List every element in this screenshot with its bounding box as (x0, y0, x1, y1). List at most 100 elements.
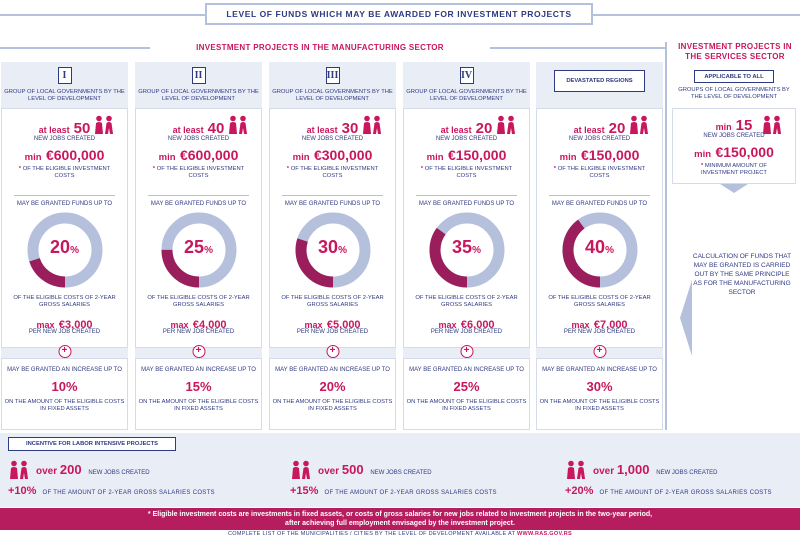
devastated-regions-badge: DEVASTATED REGIONS (554, 70, 645, 92)
card-divider (14, 195, 115, 196)
people-icon (95, 115, 113, 134)
investment-note: * OF THE ELIGIBLE INVESTMENT COSTS (18, 166, 111, 180)
labor-percent: +10% (8, 485, 37, 497)
increase-value: 20% (319, 379, 346, 394)
labor-percent-label: OF THE AMOUNT OF 2-YEAR GROSS SALARIES C… (324, 490, 497, 496)
manufacturing-heading-line-right (490, 47, 665, 49)
services-group-label: GROUPS OF LOCAL GOVERNMENTS BY THE LEVEL… (678, 87, 790, 100)
labor-incentive-item: over 500 NEW JOBS CREATED +15% OF THE AM… (290, 458, 520, 502)
column-group-3: III GROUP OF LOCAL GOVERNMENTS BY THE LE… (269, 62, 396, 430)
min-amount: €600,000 (179, 147, 239, 163)
people-icon (229, 115, 247, 134)
note-text: OF THE ELIGIBLE INVESTMENT COSTS (290, 166, 379, 179)
services-min-prefix: min (694, 149, 712, 160)
manufacturing-heading: INVESTMENT PROJECTS IN THE MANUFACTURING… (196, 43, 444, 52)
labor-jobs-label: NEW JOBS CREATED (370, 470, 432, 476)
people-icon (363, 115, 381, 134)
services-min-label: min (715, 122, 732, 132)
services-min-amount-row: min €150,000 (673, 144, 795, 162)
at-least-label: at least (306, 125, 338, 135)
jobs-row: at least 20 (537, 120, 662, 137)
increase-note: ON THE AMOUNT OF THE ELIGIBLE COSTS IN F… (406, 399, 527, 412)
min-amount-row: min €600,000 (136, 147, 261, 165)
percentage-donut (295, 212, 370, 288)
group-badge: IV (459, 67, 474, 84)
max-amount-row: max €3,000 (2, 315, 127, 333)
percentage-number: 40 (585, 237, 606, 257)
column-group-5: DEVASTATED REGIONS at least 20 NEW JOBS … (536, 62, 663, 430)
increase-card: MAY BE GRANTED AN INCREASE UP TO 20% ON … (269, 358, 396, 430)
jobs-count: 40 (207, 120, 225, 137)
percentage-sign: % (204, 245, 213, 256)
ras-website-link[interactable]: WWW.RAS.GOV.RS (516, 531, 572, 537)
labor-percent-row: +20% OF THE AMOUNT OF 2-YEAR GROSS SALAR… (565, 485, 772, 497)
percentage-number: 30 (318, 237, 339, 257)
percentage-sign: % (472, 245, 481, 256)
increase-label: MAY BE GRANTED AN INCREASE UP TO (542, 367, 657, 373)
plus-icon: + (460, 345, 473, 358)
services-card: min 15 NEW JOBS CREATED min €150,000 * M… (672, 108, 796, 184)
labor-incentive-item: over 200 NEW JOBS CREATED +10% OF THE AM… (8, 458, 238, 502)
manufacturing-heading-line-left (0, 47, 150, 49)
max-amount-row: max €4,000 (136, 315, 261, 333)
footer-line-1: * Eligible investment costs are investme… (0, 510, 800, 519)
note-star: * (420, 166, 424, 172)
note-text: OF THE ELIGIBLE INVESTMENT COSTS (156, 166, 245, 179)
min-amount-row: min €600,000 (2, 147, 127, 165)
group-label: GROUP OF LOCAL GOVERNMENTS BY THE LEVEL … (138, 89, 259, 102)
column-group-1: I GROUP OF LOCAL GOVERNMENTS BY THE LEVE… (1, 62, 128, 430)
min-amount: €600,000 (45, 147, 105, 163)
percentage-donut (562, 212, 637, 288)
increase-card: MAY BE GRANTED AN INCREASE UP TO 10% ON … (1, 358, 128, 430)
increase-label: MAY BE GRANTED AN INCREASE UP TO (141, 367, 256, 373)
labor-over-row: over 1,000 NEW JOBS CREATED (593, 462, 717, 477)
services-jobs-label: NEW JOBS CREATED (703, 133, 765, 139)
labor-job-count: 500 (341, 462, 364, 477)
jobs-label: NEW JOBS CREATED (435, 136, 498, 142)
increase-card: MAY BE GRANTED AN INCREASE UP TO 15% ON … (135, 358, 262, 430)
percentage-sign: % (605, 245, 614, 256)
plus-icon: + (58, 345, 71, 358)
increase-card: MAY BE GRANTED AN INCREASE UP TO 30% ON … (536, 358, 663, 430)
plus-icon: + (326, 345, 339, 358)
donut-hole (306, 224, 359, 276)
group-badge: I (57, 67, 72, 84)
increase-value: 30% (586, 379, 613, 394)
min-amount-row: min €300,000 (270, 147, 395, 165)
per-job-label: PER NEW JOB CREATED (28, 329, 101, 335)
page-title: LEVEL OF FUNDS WHICH MAY BE AWARDED FOR … (205, 3, 593, 25)
labor-jobs-label: NEW JOBS CREATED (656, 470, 718, 476)
max-prefix: max (438, 320, 457, 330)
donut-hole (38, 224, 91, 276)
investment-note: * OF THE ELIGIBLE INVESTMENT COSTS (286, 166, 379, 180)
per-job-label: PER NEW JOB CREATED (296, 329, 369, 335)
arrow-left-icon (680, 280, 692, 356)
jobs-row: at least 50 (2, 120, 127, 137)
services-jobs-row: min 15 (673, 117, 795, 134)
footer-bar: * Eligible investment costs are investme… (0, 508, 800, 530)
footer-note: COMPLETE LIST OF THE MUNICIPALITIES / CI… (0, 531, 800, 537)
plus-icon: + (192, 345, 205, 358)
increase-note: ON THE AMOUNT OF THE ELIGIBLE COSTS IN F… (272, 399, 393, 412)
jobs-row: at least 40 (136, 120, 261, 137)
per-job-label: PER NEW JOB CREATED (563, 329, 636, 335)
footer-text-1: Eligible investment costs are investment… (152, 511, 653, 518)
eligible-costs-label: OF THE ELIGIBLE COSTS OF 2-YEAR GROSS SA… (147, 295, 250, 308)
percentage-number: 25 (184, 237, 205, 257)
increase-note: ON THE AMOUNT OF THE ELIGIBLE COSTS IN F… (4, 399, 125, 412)
percentage-donut (161, 212, 236, 288)
min-amount-row: min €150,000 (404, 147, 529, 165)
percentage-sign: % (70, 245, 79, 256)
note-star: * (152, 166, 156, 172)
jobs-label: NEW JOBS CREATED (301, 136, 364, 142)
labor-percent-row: +15% OF THE AMOUNT OF 2-YEAR GROSS SALAR… (290, 485, 497, 497)
note-star: * (18, 166, 22, 172)
donut-fill (429, 212, 504, 288)
increase-value: 10% (51, 379, 78, 394)
jobs-count: 30 (341, 120, 359, 137)
services-note-star: * (701, 163, 704, 169)
donut-fill (27, 212, 102, 288)
jobs-row: at least 30 (270, 120, 395, 137)
jobs-label: NEW JOBS CREATED (568, 136, 631, 142)
max-amount: €3,000 (58, 319, 93, 331)
